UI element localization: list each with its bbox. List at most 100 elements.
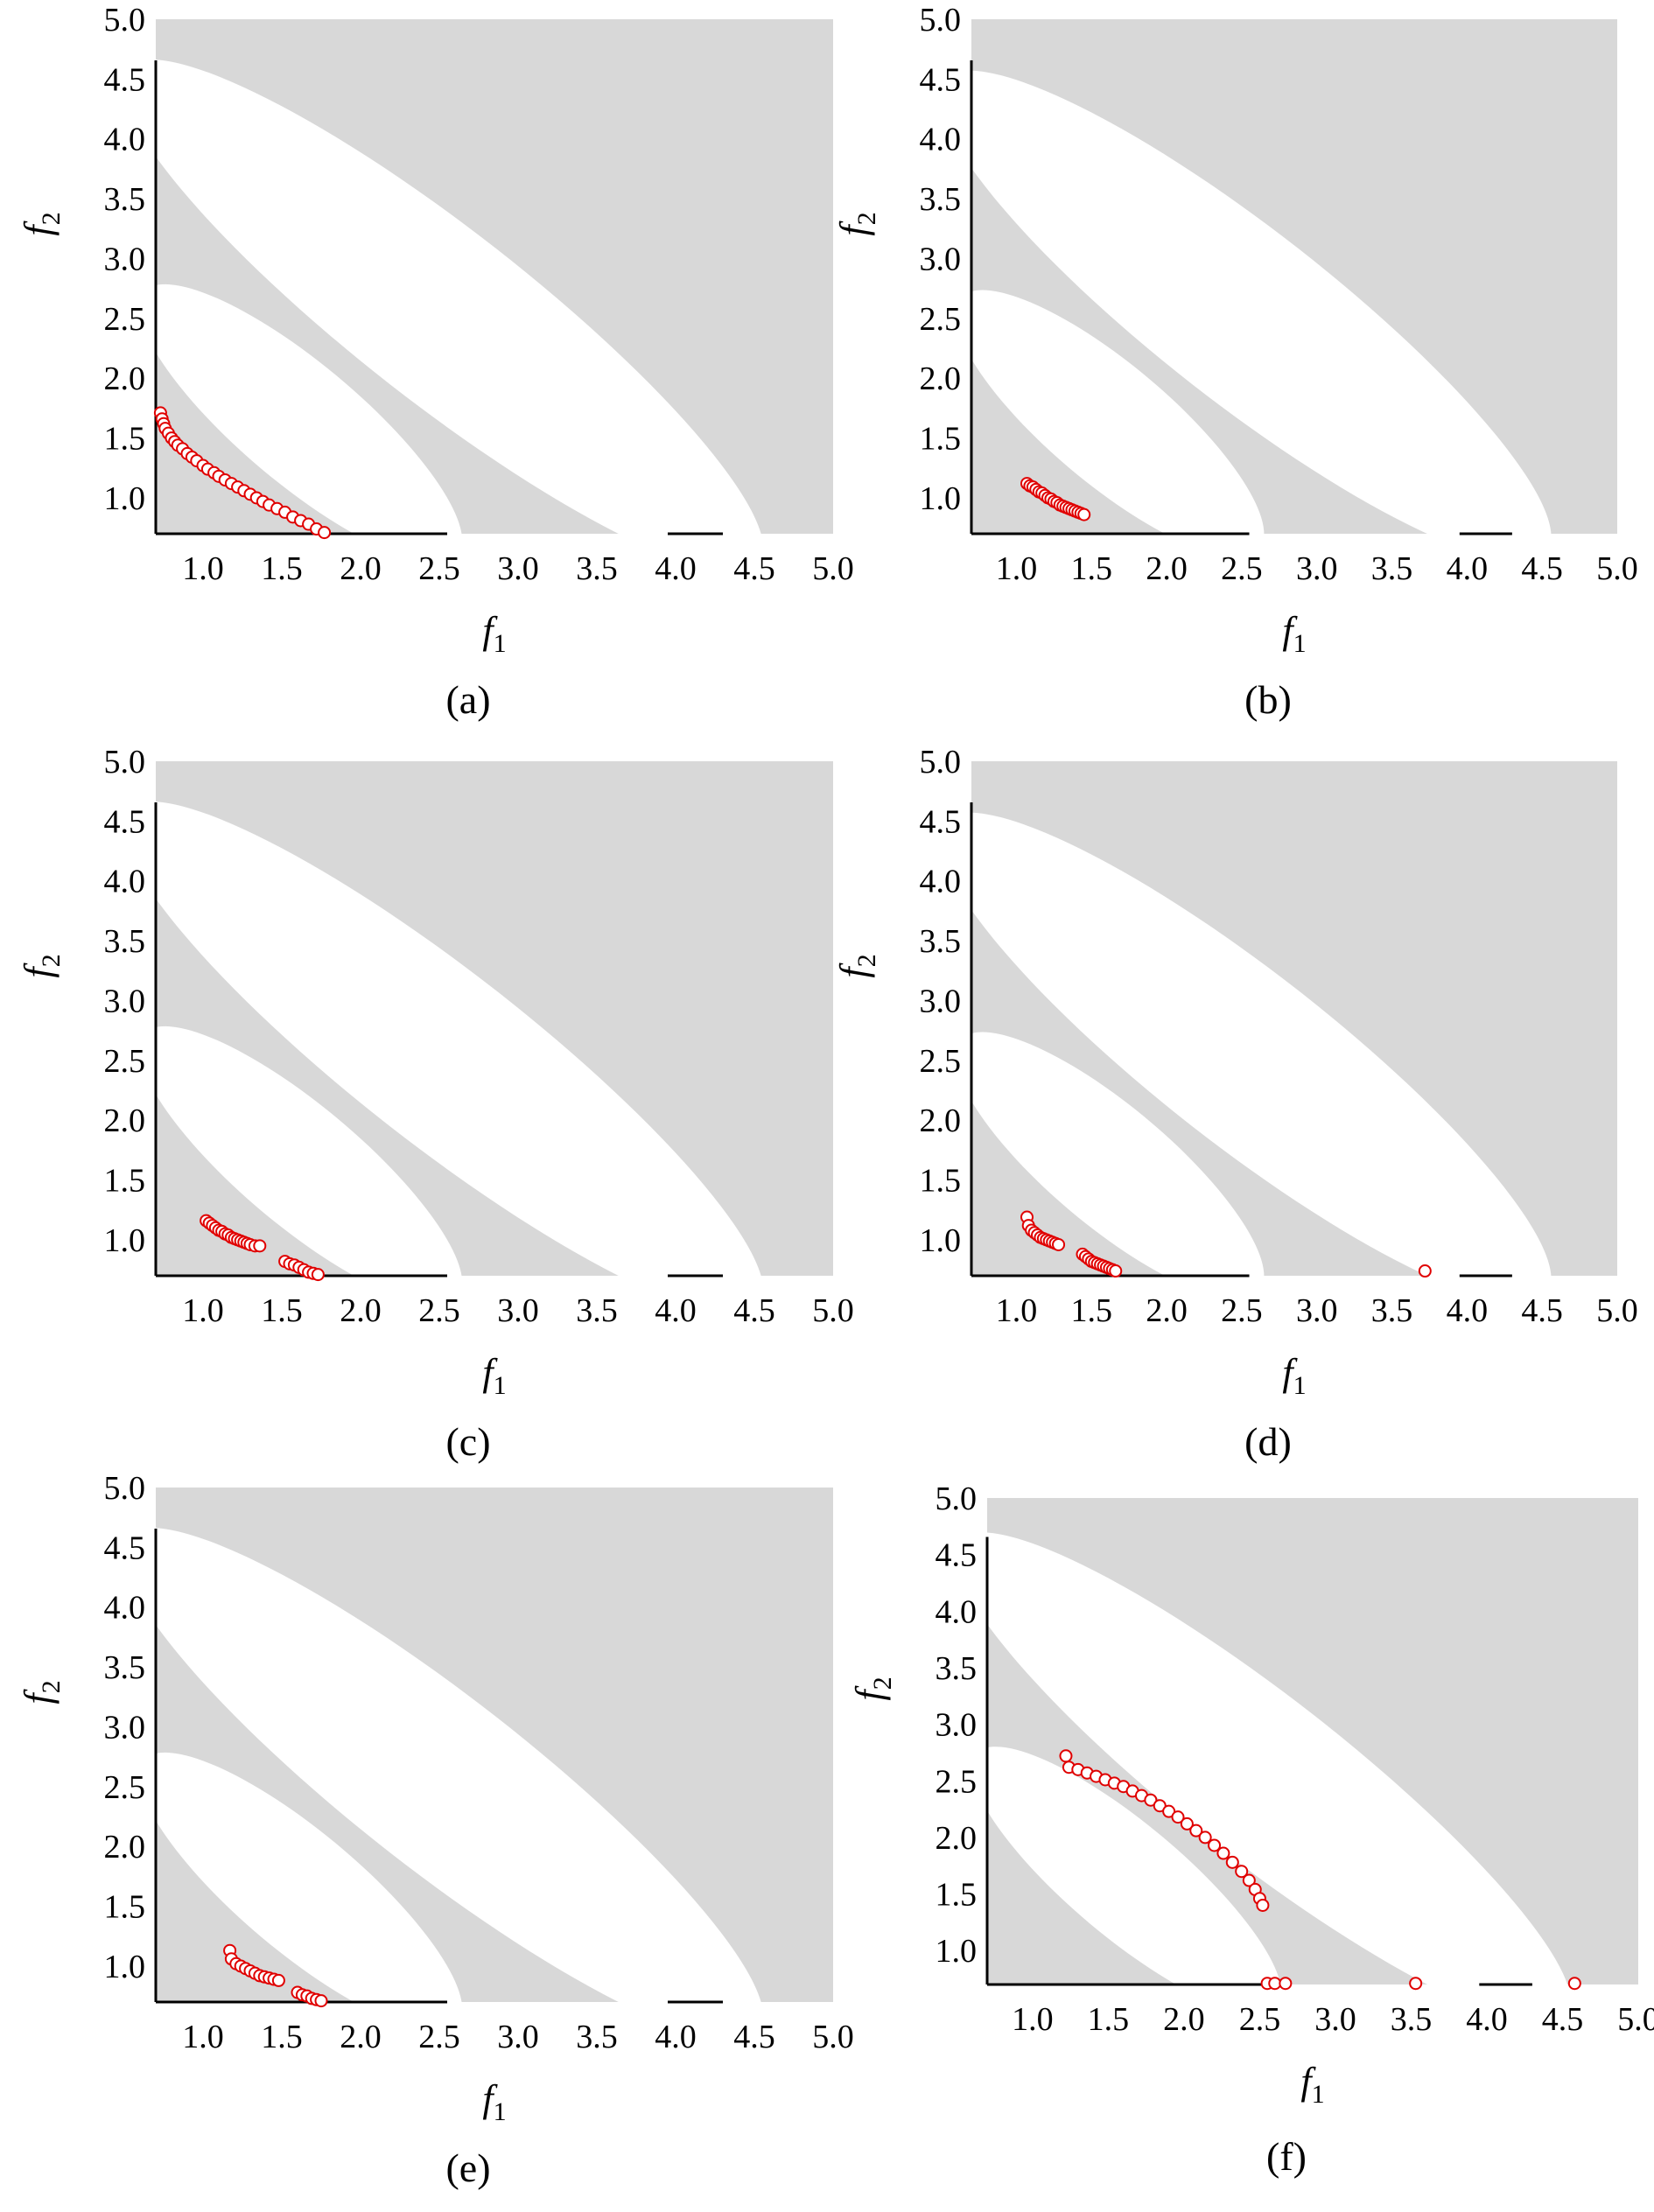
y-tick-label: 5.0: [104, 1470, 146, 1507]
y-tick-label: 4.5: [104, 61, 146, 98]
y-tick-label: 4.5: [920, 61, 962, 98]
data-point: [1144, 1793, 1158, 1807]
panel-c: 1.0 1.5 2.0 2.5 3.0 3.5 4.0 4.5 5.0 1.0 1.5 2.0 2.5 3…: [17, 744, 854, 1464]
y-axis-label: f2: [17, 212, 66, 235]
y-tick-label: 5.0: [920, 2, 962, 38]
data-point: [1077, 508, 1091, 522]
y-tick-label: 1.0: [104, 1949, 146, 1985]
panel-b: 1.0 1.5 2.0 2.5 3.0 3.5 4.0 4.5 5.0 1.0 1.5 2.0 2.5 3…: [832, 2, 1638, 722]
y-tick-label: 4.0: [936, 1593, 978, 1630]
y-tick-label: 3.5: [104, 181, 146, 218]
x-axis-label: f1: [482, 2077, 506, 2126]
data-point: [1162, 1804, 1176, 1818]
data-point: [271, 1973, 285, 1987]
x-tick-label: 3.5: [1391, 2001, 1433, 2038]
x-tick-label: 2.5: [418, 550, 460, 587]
x-axis-label: f1: [1282, 609, 1306, 658]
x-tick-label: 2.5: [1221, 550, 1263, 587]
y-tick-label: 3.5: [936, 1650, 978, 1687]
y-tick-label: 1.0: [936, 1933, 978, 1970]
y-tick-label: 1.0: [104, 1222, 146, 1259]
x-tick-label: 1.0: [996, 550, 1038, 587]
x-tick-label: 4.0: [1447, 550, 1489, 587]
feasible-region-small: [971, 290, 1265, 534]
data-point: [318, 526, 332, 540]
y-tick-label: 5.0: [920, 744, 962, 780]
feasible-region-large: [156, 1528, 764, 2002]
y-tick-label: 1.5: [920, 1163, 962, 1200]
x-tick-label: 2.5: [418, 1292, 460, 1329]
y-tick-label: 2.0: [920, 1102, 962, 1139]
x-tick-label: 3.0: [1296, 550, 1338, 587]
y-tick-label: 2.5: [920, 301, 962, 338]
data-point: [311, 1268, 325, 1282]
y-tick-label: 1.0: [920, 480, 962, 517]
x-tick-label: 4.5: [1521, 550, 1563, 587]
data-point: [1180, 1816, 1194, 1830]
y-tick-label: 3.0: [920, 983, 962, 1019]
x-tick-label: 3.0: [1314, 2001, 1356, 2038]
x-tick-label: 2.0: [340, 2019, 382, 2055]
y-tick-label: 1.5: [936, 1877, 978, 1914]
x-tick-label: 4.0: [1466, 2001, 1508, 2038]
y-tick-label: 1.0: [920, 1222, 962, 1259]
x-tick-label: 1.5: [261, 2019, 303, 2055]
x-axis-label: f1: [482, 1351, 506, 1400]
data-point: [1198, 1830, 1212, 1844]
panel-caption: (b): [1244, 677, 1292, 722]
panel-caption: (c): [445, 1419, 490, 1464]
y-tick-label: 5.0: [936, 1480, 978, 1517]
x-tick-label: 1.0: [182, 1292, 224, 1329]
y-tick-label: 2.5: [104, 1043, 146, 1080]
data-point: [1242, 1873, 1256, 1887]
y-tick-label: 1.5: [104, 421, 146, 458]
x-tick-label: 1.5: [1071, 1292, 1113, 1329]
y-tick-label: 4.0: [104, 1590, 146, 1627]
y-tick-label: 4.0: [104, 864, 146, 900]
x-tick-label: 1.5: [261, 1292, 303, 1329]
feasible-region-small: [987, 1746, 1282, 1984]
feasible-region-large: [156, 802, 764, 1276]
x-tick-label: 1.0: [996, 1292, 1038, 1329]
x-tick-label: 1.5: [1088, 2001, 1130, 2038]
data-point: [1235, 1865, 1249, 1879]
y-tick-label: 3.0: [104, 241, 146, 277]
panel-caption: (f): [1266, 2134, 1307, 2179]
y-tick-label: 3.0: [104, 983, 146, 1019]
data-point: [314, 1994, 328, 2008]
y-tick-label: 2.5: [104, 301, 146, 338]
x-tick-label: 4.5: [1521, 1292, 1563, 1329]
data-point: [1225, 1855, 1239, 1869]
feasible-region-large: [971, 812, 1552, 1276]
y-tick-label: 3.5: [920, 181, 962, 218]
y-tick-label: 2.0: [104, 360, 146, 397]
data-point: [1208, 1838, 1222, 1852]
x-tick-label: 3.0: [497, 550, 539, 587]
feasible-region-large: [987, 1532, 1572, 1984]
y-tick-label: 2.0: [936, 1820, 978, 1857]
y-axis-label: f2: [848, 1676, 897, 1700]
y-tick-label: 3.5: [920, 923, 962, 960]
feasible-region-large: [971, 70, 1552, 534]
x-tick-label: 4.0: [655, 1292, 697, 1329]
panel-a: 1.0 1.5 2.0 2.5 3.0 3.5 4.0 4.5 5.0 1.0 1.5 2.0 2.5 3…: [17, 2, 854, 722]
y-tick-label: 1.0: [104, 480, 146, 517]
y-tick-label: 4.5: [104, 803, 146, 840]
x-axis-label: f1: [1282, 1351, 1306, 1400]
x-tick-label: 5.0: [1596, 550, 1638, 587]
x-tick-label: 2.0: [340, 550, 382, 587]
y-tick-label: 1.5: [920, 421, 962, 458]
data-point: [1409, 1977, 1423, 1991]
y-axis-label: f2: [17, 954, 66, 977]
feasible-region-small: [156, 284, 463, 534]
x-tick-label: 2.0: [340, 1292, 382, 1329]
panel-caption: (e): [445, 2146, 490, 2190]
y-axis-label: f2: [832, 212, 881, 235]
data-point: [1268, 1977, 1282, 1991]
data-point: [1109, 1264, 1123, 1278]
y-tick-label: 4.5: [920, 803, 962, 840]
y-tick-label: 2.5: [920, 1043, 962, 1080]
panel-d: 1.0 1.5 2.0 2.5 3.0 3.5 4.0 4.5 5.0 1.0 1.5 2.0 2.5 3…: [832, 744, 1638, 1464]
x-tick-label: 2.5: [418, 2019, 460, 2055]
